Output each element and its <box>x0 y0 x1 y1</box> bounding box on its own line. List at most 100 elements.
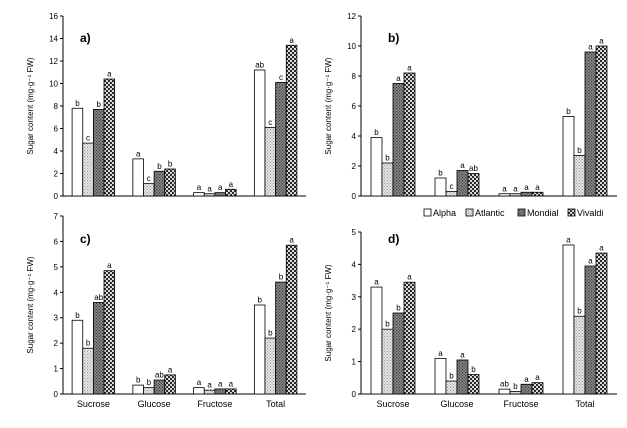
bar-atlantic-glucose <box>445 380 458 395</box>
bar-atlantic-glucose <box>445 191 458 197</box>
bar-vivaldi-total <box>595 252 608 395</box>
y-tick-label: 1 <box>54 365 59 374</box>
bar-atlantic-sucrose <box>82 142 94 197</box>
significance-letter: b <box>168 160 173 169</box>
significance-letter: ab <box>469 164 478 173</box>
significance-letter: a <box>197 183 202 192</box>
bar-atlantic-fructose <box>203 389 216 395</box>
y-tick-label: 3 <box>352 293 357 302</box>
bar-alpha-sucrose <box>71 107 84 197</box>
y-tick-label: 8 <box>54 102 59 111</box>
bar-vivaldi-glucose <box>467 173 480 197</box>
legend-item-alpha: Alpha <box>423 208 456 218</box>
bar-mondial-total <box>584 51 597 197</box>
bar-mondial-glucose <box>153 379 166 395</box>
category-label: Total <box>266 399 285 409</box>
significance-letter: b <box>147 378 152 387</box>
significance-letter: b <box>268 329 273 338</box>
bar-atlantic-fructose <box>509 391 522 395</box>
bar-alpha-total <box>562 116 575 197</box>
bar-atlantic-sucrose <box>82 347 94 395</box>
bar-alpha-sucrose <box>71 319 84 395</box>
significance-letter: c <box>268 118 272 127</box>
bar-alpha-total <box>562 244 575 395</box>
significance-letter: c <box>279 73 283 82</box>
significance-letter: b <box>385 320 390 329</box>
bar-mondial-sucrose <box>92 108 105 197</box>
y-axis-label: Sugar content (mg·g⁻¹ FW) <box>26 256 35 353</box>
significance-letter: b <box>75 311 80 320</box>
legend-item-vivaldi: Vivaldi <box>567 208 603 218</box>
panel-label: b) <box>388 31 399 45</box>
y-tick-label: 3 <box>54 314 59 323</box>
bar-alpha-glucose <box>132 158 144 197</box>
significance-letter: b <box>385 154 390 163</box>
bar-alpha-sucrose <box>370 286 383 395</box>
significance-letter: a <box>289 236 294 245</box>
bar-vivaldi-fructose <box>225 388 237 395</box>
legend-swatch <box>465 208 474 217</box>
legend-swatch <box>517 208 526 217</box>
significance-letter: a <box>460 350 465 359</box>
y-tick-label: 2 <box>54 170 59 179</box>
significance-letter: a <box>460 161 465 170</box>
y-tick-label: 10 <box>347 42 356 51</box>
y-tick-label: 1 <box>352 358 357 367</box>
bar-vivaldi-fructose <box>225 188 237 197</box>
bar-alpha-glucose <box>132 384 144 395</box>
significance-letter: a <box>374 278 379 287</box>
significance-letter: a <box>407 273 412 282</box>
bar-alpha-fructose <box>193 192 205 197</box>
significance-letter: a <box>535 373 540 382</box>
panel-label: a) <box>80 31 91 45</box>
significance-letter: b <box>577 307 582 316</box>
bar-vivaldi-total <box>595 45 608 197</box>
bar-vivaldi-fructose <box>531 191 544 197</box>
significance-letter: a <box>535 183 540 192</box>
significance-letter: a <box>502 184 507 193</box>
bar-vivaldi-sucrose <box>403 72 416 197</box>
significance-letter: a <box>566 235 571 244</box>
significance-letter: a <box>588 257 593 266</box>
bar-vivaldi-total <box>285 44 298 197</box>
category-label: Fructose <box>197 399 232 409</box>
significance-letter: a <box>197 378 202 387</box>
y-tick-label: 12 <box>49 57 58 66</box>
y-tick-label: 2 <box>352 325 357 334</box>
y-tick-label: 12 <box>347 12 356 21</box>
bar-atlantic-fructose <box>203 193 216 197</box>
significance-letter: ab <box>255 61 264 70</box>
significance-letter: a <box>513 184 518 193</box>
legend-label: Alpha <box>433 208 456 218</box>
y-tick-label: 10 <box>49 80 58 89</box>
category-label: Glucose <box>440 399 473 409</box>
chart-panel-1: 0 2 4 6 8 10 12 14 16 Sugar content (mg·g⁻¹ FW) a)… <box>26 12 306 201</box>
y-tick-label: 2 <box>352 162 357 171</box>
y-tick-label: 0 <box>352 192 357 201</box>
significance-letter: a <box>168 365 173 374</box>
bar-atlantic-total <box>573 315 586 395</box>
significance-letter: b <box>566 107 571 116</box>
legend-swatch <box>567 208 576 217</box>
bar-alpha-fructose <box>193 387 205 395</box>
y-tick-label: 4 <box>54 147 59 156</box>
bar-alpha-fructose <box>498 388 511 395</box>
significance-letter: a <box>407 64 412 73</box>
bar-atlantic-total <box>264 126 277 197</box>
bar-mondial-glucose <box>456 170 469 197</box>
significance-letter: a <box>218 183 223 192</box>
bar-mondial-total <box>584 265 597 395</box>
bar-vivaldi-sucrose <box>403 281 416 395</box>
bar-alpha-glucose <box>434 177 447 197</box>
bar-mondial-total <box>275 81 287 197</box>
significance-letter: b <box>396 304 401 313</box>
significance-letter: a <box>524 183 529 192</box>
bar-mondial-fructose <box>520 191 533 197</box>
y-tick-label: 6 <box>54 237 59 246</box>
bar-vivaldi-glucose <box>164 374 176 395</box>
y-axis-label: Sugar content (mg·g⁻¹ FW) <box>324 57 333 154</box>
category-label: Glucose <box>138 399 171 409</box>
y-tick-label: 5 <box>54 263 59 272</box>
